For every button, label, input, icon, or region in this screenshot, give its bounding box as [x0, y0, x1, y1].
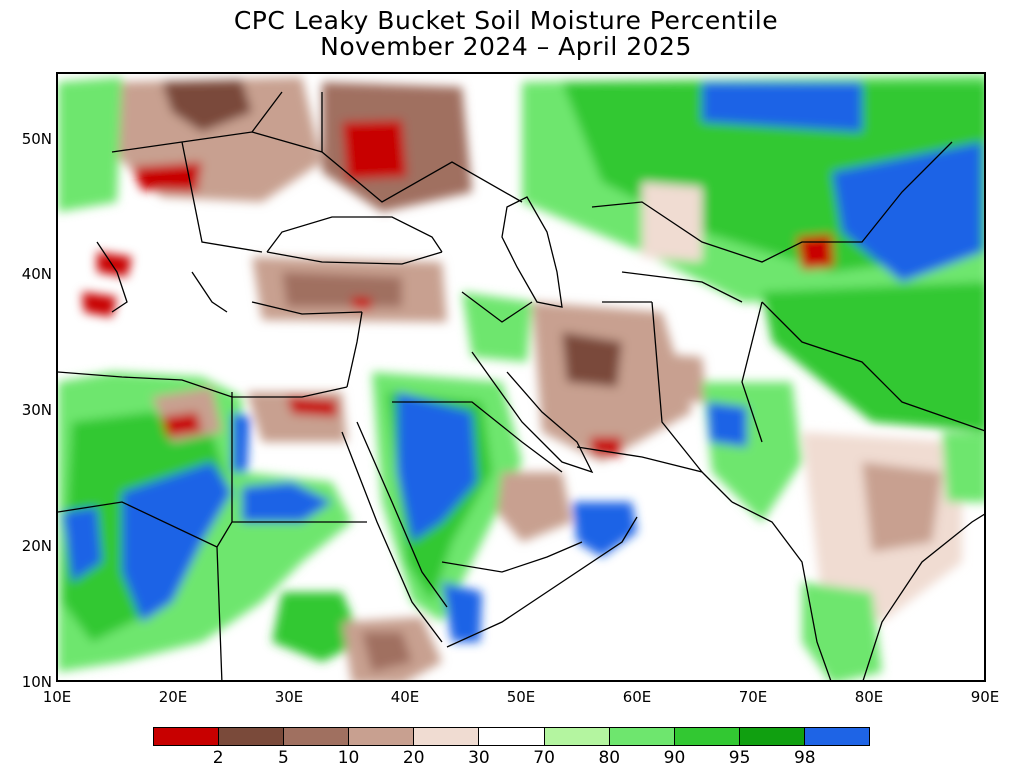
egypt-very-dry [287, 397, 337, 417]
lat-label-40n: 40N [21, 265, 52, 283]
himalaya-wet [762, 282, 984, 432]
legend-label: 10 [337, 748, 360, 768]
africa-borders [58, 392, 367, 680]
red-sea-west [341, 431, 443, 643]
levant-coast [346, 311, 363, 388]
iran-south-coast [576, 446, 733, 503]
iran-west-wet [462, 292, 532, 362]
lon-label-70e: 70E [738, 688, 768, 706]
legend-swatch [609, 728, 675, 745]
italy-south-dry [97, 252, 132, 277]
iran-dry-core [562, 332, 622, 387]
kyrgyz-very-dry [797, 234, 834, 270]
india-west-coast [731, 501, 832, 680]
pakistan-very-wet [707, 402, 747, 447]
mideast-borders [392, 401, 583, 573]
lon-label-40e: 40E [390, 688, 420, 706]
india-east-wet [942, 432, 984, 502]
afghanistan-dry [642, 352, 707, 402]
india-dry [862, 462, 942, 552]
central-europe-dry-core [162, 80, 252, 132]
legend-swatch [479, 728, 545, 745]
arabia-dry [497, 472, 572, 542]
lon-label-90e: 90E [970, 688, 1000, 706]
mediterranean-south-coast [58, 371, 348, 398]
map-subtitle: November 2024 – April 2025 [320, 32, 692, 61]
legend-label: 2 [212, 748, 224, 768]
europe-borders [111, 91, 523, 253]
borders [58, 91, 984, 680]
red-sea-east [356, 421, 448, 608]
iran-very-dry [590, 437, 622, 457]
libya-very-wet [232, 412, 250, 472]
legend-label: 30 [468, 748, 490, 768]
black-sea-north [266, 216, 443, 253]
india-east-coast [862, 513, 984, 680]
legend-swatch [219, 728, 285, 745]
caspian-sea [501, 196, 563, 308]
legend-label: 5 [277, 748, 289, 768]
legend-swatch [414, 728, 480, 745]
legend-swatch [284, 728, 350, 745]
europe-wet-west [58, 77, 122, 212]
legend-label: 70 [533, 748, 555, 768]
italy [96, 241, 128, 313]
turkey-very-dry [352, 297, 372, 310]
sudan-wet [272, 592, 362, 662]
lat-label-50n: 50N [21, 130, 52, 148]
color-legend [153, 727, 870, 746]
legend-swatch [349, 728, 415, 745]
legend-label: 90 [663, 748, 686, 768]
map-panel [56, 72, 986, 682]
turkey-south-coast [251, 301, 363, 315]
arabia-south-coast [446, 516, 638, 648]
legend-label: 20 [402, 748, 425, 768]
black-sea-south [266, 251, 443, 265]
legend-label: 95 [728, 748, 751, 768]
lon-label-30e: 30E [274, 688, 304, 706]
balkans-very-dry [132, 162, 202, 192]
soil-moisture-map [58, 74, 984, 680]
sahara-very-wet-1 [122, 462, 232, 622]
legend-label: 80 [598, 748, 621, 768]
sahara-very-wet-2 [242, 482, 332, 522]
libya-very-dry [162, 412, 202, 437]
lat-label-30n: 30N [21, 401, 52, 419]
map-title: CPC Leaky Bucket Soil Moisture Percentil… [233, 6, 779, 35]
legend-swatch [804, 728, 870, 745]
siberia-very-wet [702, 82, 862, 132]
lat-label-10n: 10N [21, 673, 52, 691]
lon-label-60e: 60E [622, 688, 652, 706]
mongolia-very-wet [832, 142, 982, 282]
lon-label-20e: 20E [158, 688, 188, 706]
legend-label: 98 [793, 748, 816, 768]
legend-swatch [674, 728, 740, 745]
lon-label-10e: 10E [42, 688, 72, 706]
iran-borders [461, 291, 703, 473]
persian-gulf [471, 351, 594, 474]
moisture-field [58, 74, 984, 680]
legend-swatch [154, 728, 220, 745]
lon-label-50e: 50E [506, 688, 536, 706]
ukraine-very-dry [342, 120, 407, 180]
west-sahara-very-wet [62, 507, 102, 582]
ethiopia-dry-core [362, 632, 412, 672]
lat-label-20n: 20N [21, 537, 52, 555]
south-asia-borders [741, 301, 984, 443]
lon-label-80e: 80E [854, 688, 884, 706]
italy-very-dry [82, 292, 117, 317]
greece [191, 271, 228, 313]
legend-swatch [544, 728, 610, 745]
turkey-dry-core [282, 272, 402, 307]
yemen-very-wet [442, 582, 482, 642]
central-asia-borders [591, 141, 953, 303]
arabia-very-wet [397, 392, 477, 542]
legend-swatch [739, 728, 805, 745]
